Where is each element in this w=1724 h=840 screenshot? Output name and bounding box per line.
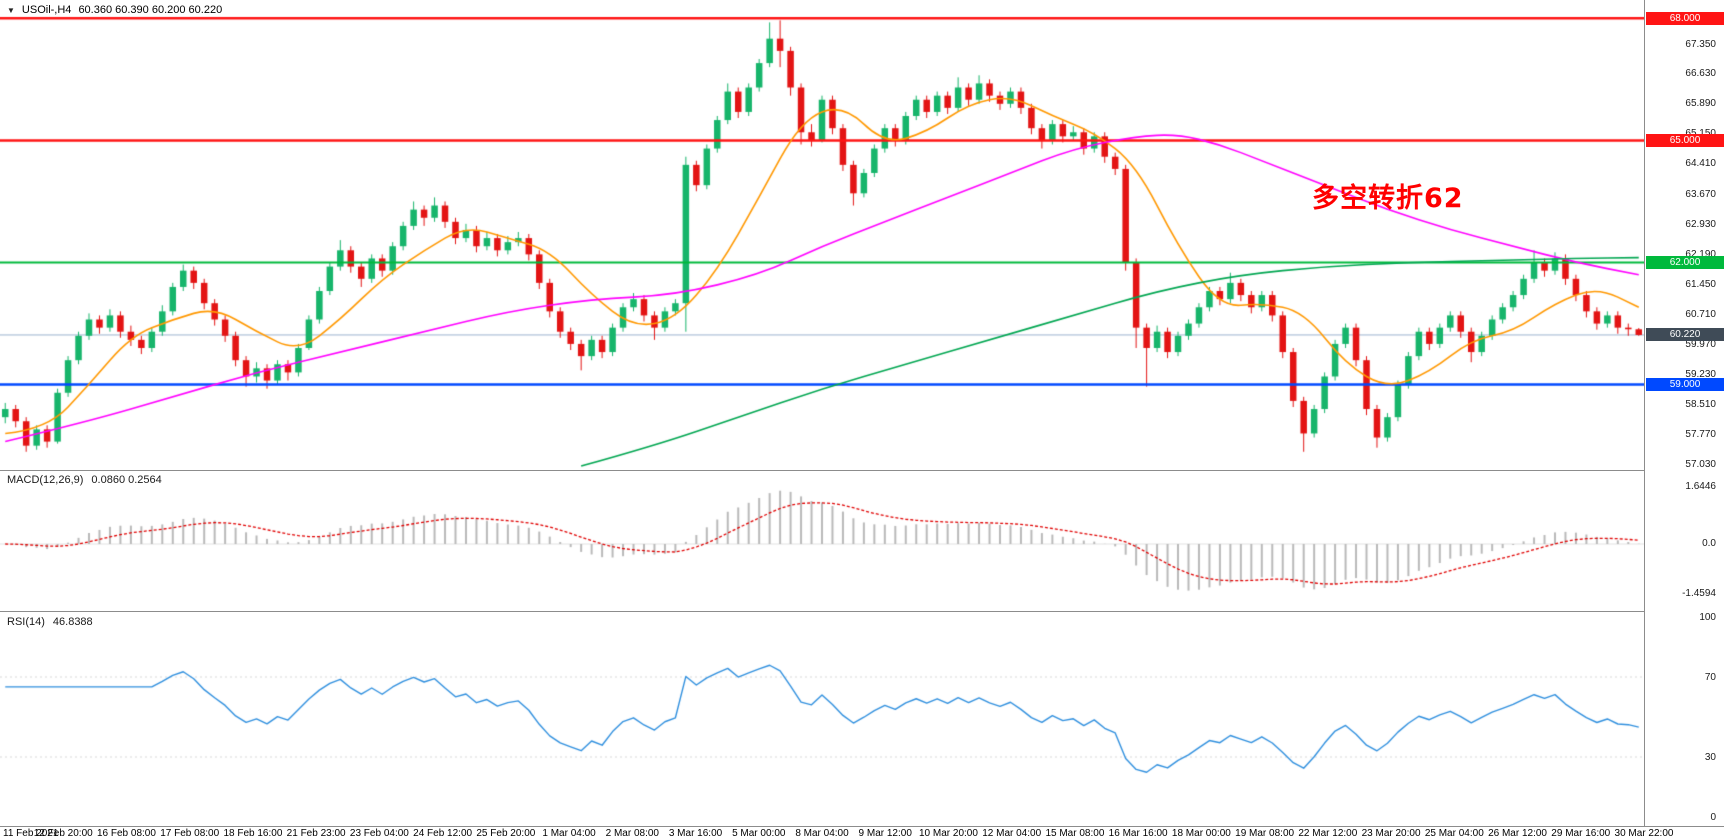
- rsi-tick-label: 30: [1704, 752, 1716, 763]
- panel-separator: [0, 611, 1724, 612]
- time-axis-label: 16 Feb 08:00: [96, 828, 156, 839]
- time-axis-label: 21 Feb 23:00: [286, 828, 346, 839]
- hline-price-tag: 68.000: [1646, 11, 1724, 25]
- rsi-value: 46.8388: [52, 616, 93, 628]
- time-axis-label: 18 Feb 16:00: [223, 828, 283, 839]
- rsi-title: RSI(14): [7, 616, 45, 628]
- symbol-timeframe-label: USOil-,H4: [21, 4, 72, 16]
- price-tick-label: 66.630: [1685, 68, 1716, 80]
- time-axis-label: 8 Mar 04:00: [795, 828, 849, 839]
- macd-tick-label: 0.0: [1702, 538, 1716, 549]
- time-axis-label: 3 Mar 16:00: [668, 828, 723, 839]
- hline-price-tag: 62.000: [1646, 256, 1724, 269]
- macd-tick-label: 1.6446: [1685, 481, 1716, 493]
- macd-values: 0.0860 0.2564: [91, 474, 162, 486]
- time-axis-label: 17 Feb 08:00: [160, 828, 220, 839]
- time-axis-label: 22 Mar 12:00: [1298, 828, 1358, 839]
- rsi-tick-label: 100: [1699, 612, 1716, 623]
- price-tick-label: 57.030: [1685, 458, 1716, 470]
- price-tick-label: 60.710: [1685, 309, 1716, 321]
- panel-separator: [0, 470, 1724, 471]
- macd-tick-label: -1.4594: [1682, 588, 1716, 600]
- time-axis-label: 11 Feb 2021: [3, 828, 59, 839]
- price-tick-label: 63.670: [1685, 188, 1716, 200]
- time-axis-label: 24 Feb 12:00: [413, 828, 473, 839]
- chart-dropdown-icon[interactable]: ▼: [7, 5, 15, 15]
- time-axis-label: 12 Feb 20:00: [33, 828, 93, 839]
- time-axis-label: 10 Mar 20:00: [918, 828, 978, 839]
- time-axis-label: 5 Mar 00:00: [732, 828, 786, 839]
- time-axis-label: 18 Mar 00:00: [1171, 828, 1231, 839]
- price-tick-label: 65.150: [1685, 128, 1716, 140]
- time-axis-label: 25 Mar 04:00: [1424, 828, 1484, 839]
- current-price-tag: 60.220: [1646, 328, 1724, 342]
- price-tick-label: 59.970: [1685, 339, 1716, 351]
- hline-price-tag: 65.000: [1646, 133, 1724, 147]
- time-axis-label: 29 Mar 16:00: [1551, 828, 1611, 839]
- time-axis-label: 19 Mar 08:00: [1235, 828, 1295, 839]
- price-tick-label: 57.770: [1685, 428, 1716, 440]
- price-tick-label: 64.410: [1685, 158, 1716, 170]
- time-axis-label: 25 Feb 20:00: [476, 828, 536, 839]
- price-tick-label: 61.450: [1685, 278, 1716, 290]
- price-tick-label: 67.350: [1685, 38, 1716, 50]
- time-axis-label: 15 Mar 08:00: [1045, 828, 1105, 839]
- price-tick-label: 59.230: [1685, 369, 1716, 381]
- price-annotation-text: 多空转折62: [1312, 183, 1464, 214]
- chart-header: ▼ USOil-,H4 60.360 60.390 60.200 60.220: [7, 4, 222, 16]
- time-axis-label: 23 Mar 20:00: [1361, 828, 1421, 839]
- time-axis[interactable]: 11 Feb 2021 12 Feb 20:00 16 Feb 08:00 17 Fe…: [0, 826, 1724, 840]
- time-axis-label: 16 Mar 16:00: [1108, 828, 1168, 839]
- rsi-tick-label: 70: [1704, 672, 1716, 683]
- time-axis-label: 30 Mar 22:00: [1614, 828, 1674, 839]
- time-axis-label: 12 Mar 04:00: [982, 828, 1042, 839]
- price-tick-label: 62.190: [1685, 248, 1716, 260]
- time-axis-label: 2 Mar 08:00: [605, 828, 659, 839]
- price-tick-label: 62.930: [1685, 218, 1716, 230]
- rsi-panel-label: RSI(14) 46.8388: [7, 616, 93, 628]
- time-axis-label: 26 Mar 12:00: [1488, 828, 1547, 839]
- price-axis[interactable]: 67.350 66.630 65.890 65.150 64.410 63.670 62.9…: [1644, 0, 1724, 826]
- macd-panel-label: MACD(12,26,9) 0.0860 0.2564: [7, 474, 162, 486]
- price-tick-label: 58.510: [1685, 398, 1716, 410]
- rsi-tick-label: 0: [1710, 812, 1716, 823]
- time-axis-label: 23 Feb 04:00: [349, 828, 409, 839]
- ohlc-readout: 60.360 60.390 60.200 60.220: [78, 4, 223, 16]
- time-axis-label: 1 Mar 04:00: [542, 828, 596, 839]
- macd-title: MACD(12,26,9): [7, 474, 84, 486]
- hline-price-tag: 59.000: [1646, 378, 1724, 392]
- time-axis-label: 9 Mar 12:00: [858, 828, 912, 839]
- price-tick-label: 65.890: [1685, 98, 1716, 110]
